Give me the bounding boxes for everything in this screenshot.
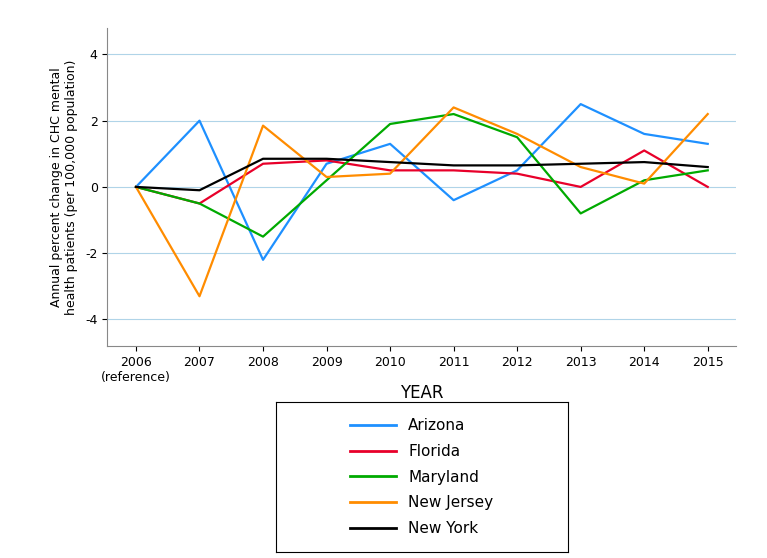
Line: Maryland: Maryland <box>136 114 708 237</box>
Florida <box>386 167 395 174</box>
Florida <box>512 170 522 177</box>
Maryland <box>449 110 458 117</box>
Legend: Arizona, Florida, Maryland, New Jersey, New York: Arizona, Florida, Maryland, New Jersey, … <box>338 406 505 548</box>
Florida <box>322 157 331 163</box>
Line: New York: New York <box>136 159 708 190</box>
Maryland <box>195 200 204 207</box>
New York <box>258 156 268 162</box>
New York <box>512 162 522 169</box>
New Jersey <box>512 131 522 137</box>
Arizona <box>576 101 585 108</box>
Y-axis label: Annual percent change in CHC mental
health patients (per 100,000 population): Annual percent change in CHC mental heal… <box>51 59 78 315</box>
New York <box>195 187 204 194</box>
New York <box>576 160 585 167</box>
Maryland <box>386 121 395 127</box>
New York <box>640 158 649 165</box>
Arizona <box>703 141 713 147</box>
Florida <box>576 184 585 190</box>
Maryland <box>512 134 522 141</box>
Arizona <box>640 131 649 137</box>
Arizona <box>512 167 522 174</box>
New York <box>703 163 713 170</box>
New Jersey <box>258 122 268 129</box>
Arizona <box>386 141 395 147</box>
Line: Arizona: Arizona <box>136 104 708 260</box>
Maryland <box>322 177 331 184</box>
New York <box>131 184 140 190</box>
New York <box>322 156 331 162</box>
Line: Florida: Florida <box>136 151 708 204</box>
New Jersey <box>576 163 585 170</box>
Line: New Jersey: New Jersey <box>136 107 708 296</box>
New Jersey <box>386 170 395 177</box>
New Jersey <box>195 293 204 300</box>
New Jersey <box>449 104 458 110</box>
Florida <box>195 200 204 207</box>
Florida <box>258 160 268 167</box>
Text: YEAR: YEAR <box>400 384 443 402</box>
Florida <box>131 184 140 190</box>
Maryland <box>258 233 268 240</box>
Arizona <box>322 160 331 167</box>
New York <box>386 158 395 165</box>
New Jersey <box>322 174 331 180</box>
New York <box>449 162 458 169</box>
Florida <box>449 167 458 174</box>
Maryland <box>703 167 713 174</box>
Arizona <box>131 184 140 190</box>
New Jersey <box>640 180 649 187</box>
Arizona <box>195 117 204 124</box>
Maryland <box>576 210 585 217</box>
Arizona <box>258 257 268 263</box>
Arizona <box>449 197 458 204</box>
New Jersey <box>131 184 140 190</box>
Maryland <box>640 177 649 184</box>
Florida <box>703 184 713 190</box>
Florida <box>640 147 649 154</box>
New Jersey <box>703 110 713 117</box>
Maryland <box>131 184 140 190</box>
